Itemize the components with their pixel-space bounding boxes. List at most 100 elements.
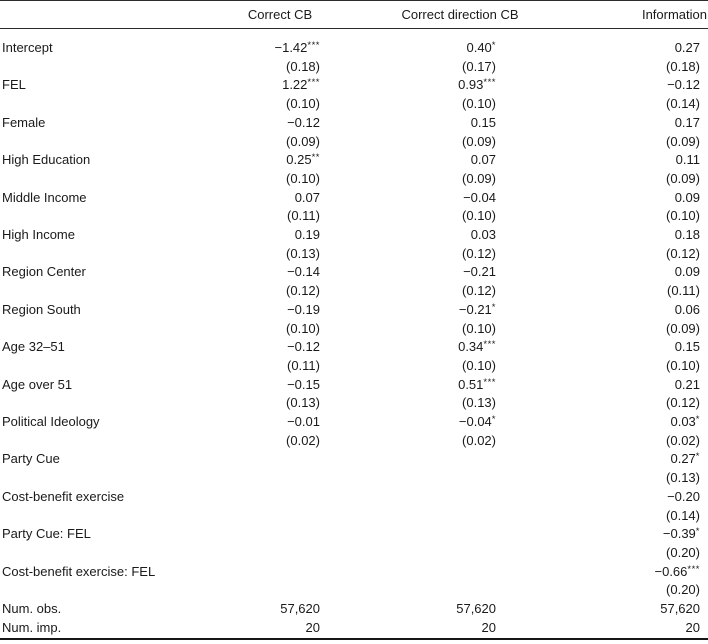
stat-value-cell: 57,620 <box>456 601 496 617</box>
estimate-cell: 0.17 <box>674 114 700 130</box>
coefficient-row: FEL 1.22*** 0.93*** −0.12 <box>0 76 708 95</box>
row-label-empty <box>0 507 200 526</box>
row-label: Age 32–51 <box>2 339 65 355</box>
stderr-cell: (0.12) <box>462 245 496 261</box>
stderr-cell: (0.10) <box>666 357 700 373</box>
column-header-correct-cb: Correct CB <box>200 0 360 29</box>
significance-stars: * <box>491 301 496 313</box>
stderr-cell: (0.02) <box>462 432 496 448</box>
stderr-cell: (0.10) <box>462 208 496 224</box>
stderr-cell <box>360 581 560 600</box>
stderr-cell: (0.17) <box>462 58 496 74</box>
estimate-cell: −0.04 <box>463 189 496 205</box>
row-label-empty <box>0 581 200 600</box>
stderr-cell: (0.20) <box>666 582 700 598</box>
significance-stars: *** <box>307 77 320 89</box>
stat-label: Num. obs. <box>2 601 62 617</box>
stat-value-cell: 57,620 <box>660 601 700 617</box>
stderr-cell: (0.14) <box>666 96 700 112</box>
stderr-row: (0.18) (0.17) (0.18) <box>0 58 708 77</box>
stat-value-cell: 57,620 <box>280 601 320 617</box>
stderr-cell: (0.10) <box>462 320 496 336</box>
row-label: Region Center <box>2 264 86 280</box>
estimate-cell <box>360 525 560 544</box>
stderr-cell: (0.13) <box>286 245 320 261</box>
significance-stars: *** <box>483 339 496 351</box>
estimate-cell: 0.19 <box>294 227 320 243</box>
estimate-cell: 0.27 <box>674 40 700 55</box>
stat-row: Num. imp. 20 20 20 <box>0 619 708 639</box>
row-label-empty <box>0 170 200 189</box>
estimate-cell <box>360 488 560 507</box>
row-label-empty <box>0 58 200 77</box>
stderr-row: (0.02) (0.02) (0.02) <box>0 432 708 451</box>
stderr-cell: (0.10) <box>286 170 320 186</box>
estimate-cell: 0.07 <box>470 152 496 168</box>
stderr-cell: (0.12) <box>666 245 700 261</box>
coefficient-row: Cost-benefit exercise −0.20 <box>0 488 708 507</box>
coefficient-row: Party Cue 0.27* <box>0 450 708 469</box>
coefficient-row: High Education 0.25** 0.07 0.11 <box>0 151 708 170</box>
estimate-cell: 0.03* <box>670 414 700 430</box>
estimate-cell: −0.39* <box>662 526 700 542</box>
estimate-cell: 0.93*** <box>458 77 496 93</box>
row-label-empty <box>0 133 200 152</box>
stderr-cell: (0.11) <box>287 357 320 373</box>
stderr-cell: (0.11) <box>287 208 320 224</box>
coefficient-row: Party Cue: FEL −0.39* <box>0 525 708 544</box>
row-label: Age over 51 <box>2 376 73 392</box>
coefficient-row: Intercept −1.42*** 0.40* 0.27 <box>0 39 708 58</box>
estimate-cell: −0.21* <box>458 301 496 317</box>
stderr-cell: (0.09) <box>666 133 700 149</box>
estimate-cell: 0.34*** <box>458 339 496 355</box>
header-row: Correct CB Correct direction CB Informat… <box>0 0 708 29</box>
stderr-row: (0.10) (0.10) (0.14) <box>0 95 708 114</box>
significance-stars: *** <box>687 563 700 575</box>
stderr-cell: (0.10) <box>286 96 320 112</box>
stderr-cell: (0.10) <box>666 208 700 224</box>
table-header: Correct CB Correct direction CB Informat… <box>0 0 708 29</box>
stderr-row: (0.20) <box>0 581 708 600</box>
stderr-cell <box>360 544 560 563</box>
significance-stars: * <box>491 414 496 426</box>
stat-row: Num. obs. 57,620 57,620 57,620 <box>0 600 708 619</box>
row-label: High Income <box>2 227 75 243</box>
column-header-information: Information <box>560 0 708 29</box>
estimate-cell: 0.15 <box>674 339 700 355</box>
stderr-cell: (0.12) <box>462 283 496 299</box>
estimate-cell: −0.15 <box>287 376 320 392</box>
row-label: Middle Income <box>2 189 87 205</box>
row-label: Party Cue: FEL <box>2 526 91 542</box>
row-label-empty <box>0 207 200 226</box>
estimate-cell <box>200 488 360 507</box>
estimate-cell: 0.18 <box>674 227 700 243</box>
stat-label: Num. imp. <box>2 619 62 635</box>
stderr-row: (0.12) (0.12) (0.11) <box>0 282 708 301</box>
coefficient-row: Female −0.12 0.15 0.17 <box>0 114 708 133</box>
estimate-cell: −0.14 <box>287 264 320 280</box>
coefficient-row: High Income 0.19 0.03 0.18 <box>0 226 708 245</box>
stderr-row: (0.13) <box>0 469 708 488</box>
stderr-cell: (0.18) <box>666 58 700 74</box>
row-label: High Education <box>2 152 91 168</box>
stderr-row: (0.10) (0.09) (0.09) <box>0 170 708 189</box>
row-label-empty <box>0 469 200 488</box>
row-label: Cost-benefit exercise <box>2 488 125 504</box>
row-label: Political Ideology <box>2 414 100 430</box>
significance-stars: *** <box>307 40 320 51</box>
stderr-cell <box>360 469 560 488</box>
stderr-cell: (0.09) <box>462 133 496 149</box>
estimate-cell: −0.12 <box>287 339 320 355</box>
estimate-cell: 0.15 <box>470 114 496 130</box>
stderr-cell: (0.02) <box>666 432 700 448</box>
stderr-cell: (0.20) <box>666 544 700 560</box>
row-label-empty <box>0 282 200 301</box>
stderr-row: (0.13) (0.12) (0.12) <box>0 245 708 264</box>
coefficient-row: Region Center −0.14 −0.21 0.09 <box>0 263 708 282</box>
significance-stars: *** <box>483 77 496 89</box>
significance-stars: *** <box>483 376 496 388</box>
stderr-cell: (0.11) <box>667 283 700 299</box>
stderr-row: (0.20) <box>0 544 708 563</box>
